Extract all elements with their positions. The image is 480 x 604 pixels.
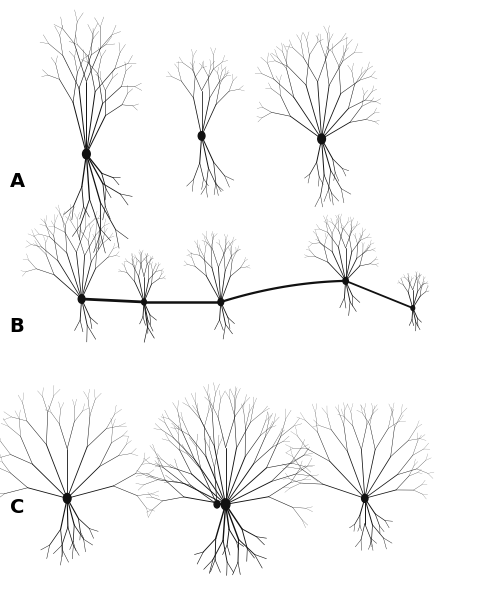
Circle shape bbox=[83, 149, 90, 159]
Circle shape bbox=[78, 295, 85, 303]
Circle shape bbox=[218, 298, 224, 306]
Circle shape bbox=[343, 277, 348, 284]
Text: A: A bbox=[10, 172, 25, 191]
Text: B: B bbox=[10, 316, 24, 336]
Circle shape bbox=[142, 299, 146, 305]
Circle shape bbox=[221, 499, 230, 510]
Circle shape bbox=[318, 134, 325, 144]
Circle shape bbox=[198, 132, 205, 140]
Circle shape bbox=[214, 501, 220, 508]
Circle shape bbox=[411, 306, 415, 310]
Text: C: C bbox=[10, 498, 24, 517]
Circle shape bbox=[63, 493, 71, 503]
Circle shape bbox=[361, 494, 368, 503]
